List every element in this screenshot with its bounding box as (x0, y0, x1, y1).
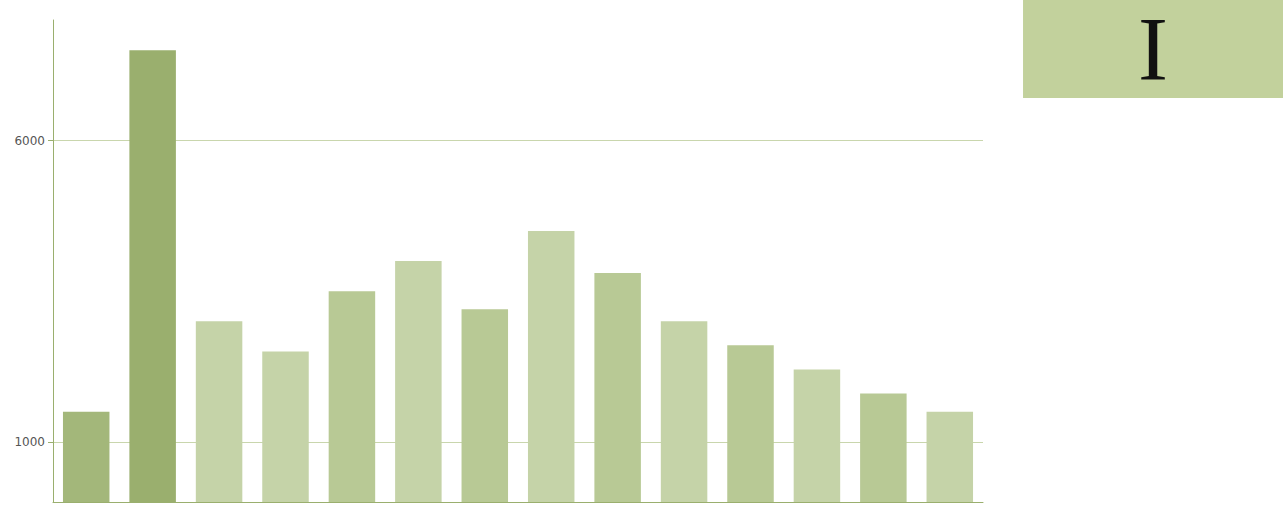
svg-text:I: I (1138, 0, 1168, 99)
svg-text:1000: 1000 (14, 435, 45, 449)
svg-text:6000: 6000 (14, 134, 45, 148)
